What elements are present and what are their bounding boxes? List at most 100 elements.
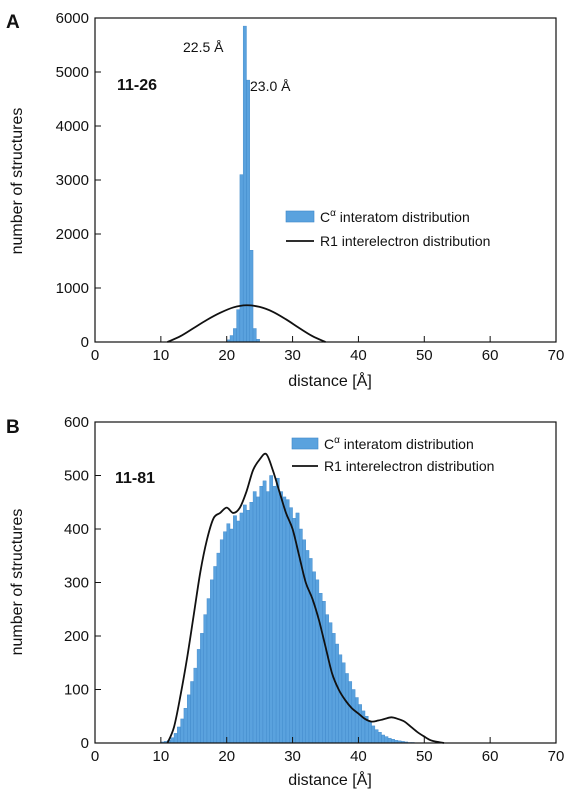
panel-b-bar-45 (308, 558, 313, 744)
panel-b-bar-8 (186, 694, 191, 744)
panel-b: B 0 10 20 30 40 50 60 70 0 100 200 300 400 500 600 di… (6, 414, 564, 789)
panel-a-xticks: 0 10 20 30 40 50 60 70 (91, 336, 565, 364)
panel-a-ytick-label-6: 6000 (56, 10, 89, 27)
panel-b-bar-27 (249, 502, 254, 744)
panel-a-legend-entry-1: R1 interelectron distribution (320, 233, 490, 249)
panel-b-xtick-label-7: 70 (548, 748, 565, 765)
panel-b-ytick-label-3: 300 (64, 575, 89, 592)
panel-b-bar-5 (177, 726, 181, 744)
panel-b-bar-49 (322, 601, 326, 744)
panel-b-bar-34 (272, 486, 277, 744)
panel-a-ytick-label-5: 5000 (56, 64, 89, 81)
panel-b-bar-17 (216, 552, 221, 744)
panel-a-bar-8 (252, 328, 257, 343)
panel-b-xlabel: distance [Å] (288, 770, 372, 789)
panel-b-bar-36 (279, 491, 283, 744)
panel-b-bar-19 (223, 531, 227, 744)
panel-a-xtick-label-6: 60 (482, 347, 499, 364)
panel-b-ytick-label-4: 400 (64, 521, 89, 538)
panel-b-xticks: 0 10 20 30 40 50 60 70 (91, 737, 565, 765)
panel-b-xtick-label-1: 10 (153, 748, 170, 765)
panel-b-bar-12 (200, 633, 204, 744)
panel-b-bar-24 (239, 512, 244, 744)
panel-b-xtick-label-2: 20 (218, 748, 235, 765)
panel-a: A 0 10 20 30 40 50 60 70 0 1000 2000 3000 4000 5000 6… (6, 10, 564, 390)
panel-b-yticks: 0 100 200 300 400 500 600 (64, 414, 101, 752)
panel-a-annotation-23-0: 23.0 Å (250, 78, 291, 94)
panel-b-bar-48 (318, 593, 323, 744)
panel-b-bar-6 (180, 718, 185, 744)
panel-b-bar-69 (387, 737, 392, 744)
panel-b-bar-18 (219, 539, 224, 744)
panel-b-bar-13 (203, 614, 208, 744)
panel-b-bar-58 (351, 689, 356, 744)
panel-a-xtick-label-0: 0 (91, 347, 99, 364)
panel-b-bar-68 (384, 736, 389, 744)
panel-b-r1-curve (166, 452, 445, 744)
panel-b-xtick-label-6: 60 (482, 748, 499, 765)
panel-a-bar-6 (246, 79, 250, 343)
panel-b-ytick-label-6: 600 (64, 414, 89, 431)
panel-b-bar-16 (213, 566, 218, 744)
panel-b-legend-bar-swatch (291, 437, 319, 450)
panel-a-bar-1 (229, 335, 234, 343)
panel-b-bar-25 (242, 504, 247, 744)
panel-b-ytick-label-2: 200 (64, 628, 89, 645)
panel-b-legend-entry-0: Cα interatom distribution (324, 435, 474, 452)
panel-b-bar-47 (315, 579, 320, 744)
panel-a-legend: Cα interatom distribution R1 interelectr… (285, 208, 490, 249)
panel-a-label: A (6, 12, 20, 33)
panel-b-bar-65 (374, 729, 379, 744)
panel-a-pair-label: 11-26 (117, 77, 157, 94)
panel-b-bar-32 (266, 491, 270, 744)
panel-b-bar-44 (305, 550, 310, 744)
panel-a-xtick-label-2: 20 (218, 347, 235, 364)
panel-b-bar-11 (196, 649, 201, 744)
panel-b-bar-26 (246, 510, 250, 744)
panel-b-bar-28 (252, 491, 257, 744)
panel-a-xtick-label-7: 70 (548, 347, 565, 364)
panel-b-bar-40 (292, 518, 297, 744)
panel-b-legend: Cα interatom distribution R1 interelectr… (291, 435, 494, 474)
panel-b-legend-entry-1: R1 interelectron distribution (324, 458, 494, 474)
panel-a-xlabel: distance [Å] (288, 371, 372, 390)
panel-b-bar-64 (371, 725, 376, 744)
panel-b-xtick-label-3: 30 (284, 748, 301, 765)
panel-b-ytick-label-0: 0 (81, 735, 89, 752)
panel-a-ytick-label-3: 3000 (56, 172, 89, 189)
panel-a-ytick-label-2: 2000 (56, 226, 89, 243)
panel-b-bar-4 (173, 733, 178, 744)
panel-b-bar-10 (193, 667, 198, 744)
panel-a-legend-bar-swatch (285, 210, 315, 223)
panel-a-xtick-label-1: 10 (153, 347, 170, 364)
panel-b-bar-23 (236, 520, 241, 744)
panel-b-bar-21 (229, 528, 234, 744)
panel-a-bars (226, 25, 260, 343)
panel-b-bar-66 (377, 732, 382, 744)
panel-a-bar-7 (249, 249, 254, 343)
panel-b-bar-35 (275, 477, 280, 744)
panel-b-bar-14 (206, 598, 211, 744)
panel-b-bar-67 (381, 734, 385, 744)
panel-a-axes-frame (94, 17, 557, 343)
panel-b-bar-59 (354, 697, 359, 744)
panel-a-annotation-22-5: 22.5 Å (183, 39, 224, 55)
panel-b-bar-7 (183, 708, 188, 744)
panel-b-label: B (6, 417, 20, 438)
panel-b-xtick-label-5: 50 (416, 748, 433, 765)
panel-b-ytick-label-5: 500 (64, 468, 89, 485)
panel-b-bar-29 (256, 496, 260, 744)
panel-b-bar-54 (338, 654, 343, 744)
panel-a-yticks: 0 1000 2000 3000 4000 5000 6000 (56, 10, 101, 351)
panel-b-bar-31 (262, 480, 267, 744)
panel-a-bar-2 (233, 328, 237, 343)
panel-b-ytick-label-1: 100 (64, 682, 89, 699)
panel-b-bar-30 (259, 486, 264, 744)
panel-b-bar-63 (368, 721, 372, 744)
panel-b-bar-51 (328, 622, 333, 744)
panel-a-xtick-label-5: 50 (416, 347, 433, 364)
panel-a-ytick-label-1: 1000 (56, 280, 89, 297)
panel-b-bar-33 (269, 475, 274, 744)
panel-a-xtick-label-4: 40 (350, 347, 367, 364)
